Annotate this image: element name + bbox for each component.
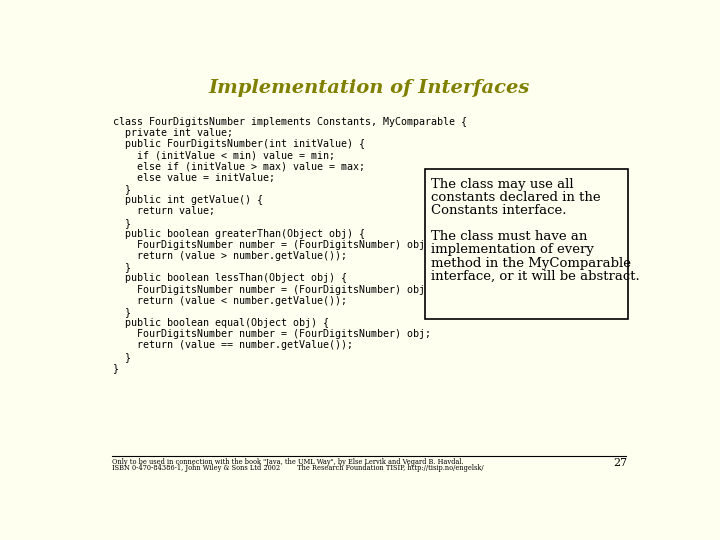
Text: }: } [113, 184, 131, 194]
Text: }: } [113, 218, 131, 228]
Text: The class may use all: The class may use all [431, 178, 574, 191]
Text: return (value > number.getValue());: return (value > number.getValue()); [113, 251, 347, 261]
Text: if (initValue < min) value = min;: if (initValue < min) value = min; [113, 151, 336, 161]
Text: class FourDigitsNumber implements Constants, MyComparable {: class FourDigitsNumber implements Consta… [113, 117, 467, 127]
Text: public boolean lessThan(Object obj) {: public boolean lessThan(Object obj) { [113, 273, 347, 284]
Text: else value = initValue;: else value = initValue; [113, 173, 275, 183]
Text: return (value < number.getValue());: return (value < number.getValue()); [113, 296, 347, 306]
Text: constants declared in the: constants declared in the [431, 191, 600, 204]
Text: ISBN 0-470-84386-1, John Wiley & Sons Ltd 2002        The Research Foundation TI: ISBN 0-470-84386-1, John Wiley & Sons Lt… [112, 464, 483, 471]
Text: interface, or it will be abstract.: interface, or it will be abstract. [431, 269, 640, 282]
Text: }: } [113, 262, 131, 272]
Text: Constants interface.: Constants interface. [431, 204, 567, 217]
Text: The class must have an: The class must have an [431, 231, 588, 244]
Text: FourDigitsNumber number = (FourDigitsNumber) obj;: FourDigitsNumber number = (FourDigitsNum… [113, 285, 431, 295]
Text: Implementation of Interfaces: Implementation of Interfaces [208, 79, 530, 97]
Text: implementation of every: implementation of every [431, 244, 594, 256]
Text: FourDigitsNumber number = (FourDigitsNumber) obj;: FourDigitsNumber number = (FourDigitsNum… [113, 329, 431, 339]
Text: Only to be used in connection with the book "Java, the UML Way", by Else Lervik : Only to be used in connection with the b… [112, 458, 464, 466]
Text: public boolean greaterThan(Object obj) {: public boolean greaterThan(Object obj) { [113, 229, 365, 239]
Text: return value;: return value; [113, 206, 215, 217]
Text: public int getValue() {: public int getValue() { [113, 195, 264, 205]
Text: }: } [113, 307, 131, 317]
Text: public FourDigitsNumber(int initValue) {: public FourDigitsNumber(int initValue) { [113, 139, 365, 150]
Text: }: } [113, 352, 131, 362]
Text: public boolean equal(Object obj) {: public boolean equal(Object obj) { [113, 318, 329, 328]
Text: 27: 27 [613, 458, 628, 468]
Text: FourDigitsNumber number = (FourDigitsNumber) obj;: FourDigitsNumber number = (FourDigitsNum… [113, 240, 431, 250]
Text: method in the MyComparable: method in the MyComparable [431, 256, 631, 269]
Text: private int value;: private int value; [113, 129, 233, 138]
Text: }: } [113, 363, 120, 373]
Text: else if (initValue > max) value = max;: else if (initValue > max) value = max; [113, 162, 365, 172]
FancyBboxPatch shape [425, 168, 628, 319]
Text: return (value == number.getValue());: return (value == number.getValue()); [113, 340, 354, 350]
